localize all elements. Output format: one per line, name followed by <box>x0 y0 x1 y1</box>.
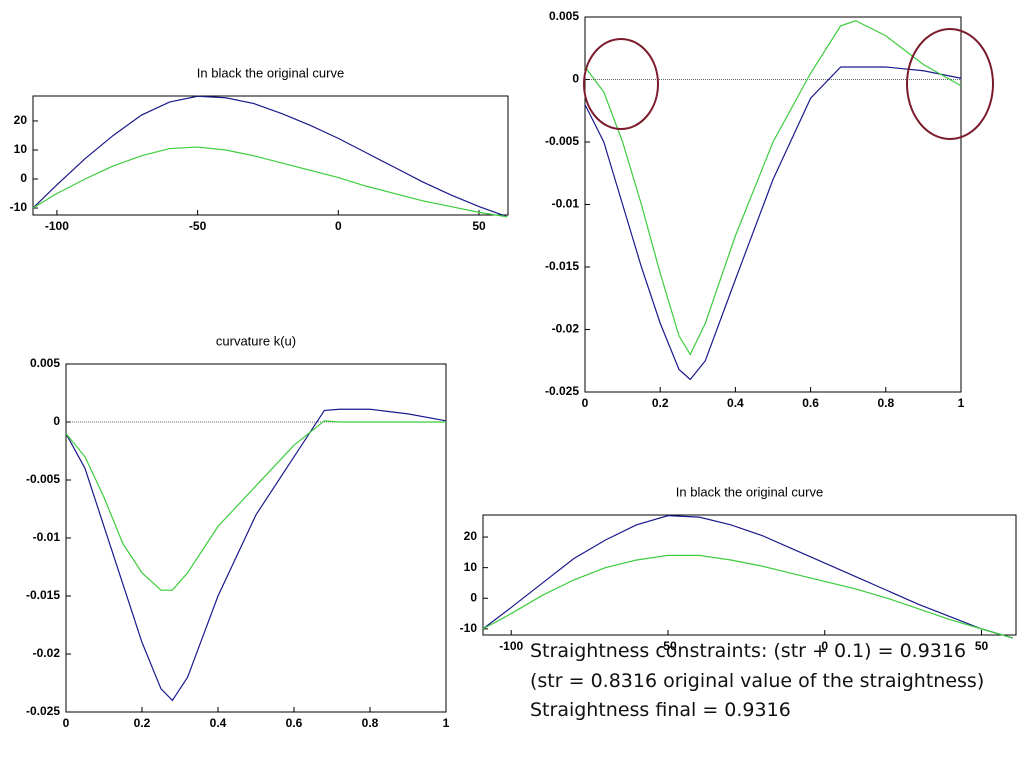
x-tick-label: 50 <box>975 639 989 653</box>
plot-area <box>65 363 447 713</box>
chart-title: curvature k(u) <box>216 333 296 348</box>
y-tick-label: -0.015 <box>545 259 579 273</box>
x-tick-label: 0.2 <box>652 396 669 410</box>
y-tick-label: 10 <box>464 560 478 574</box>
x-tick-label: -100 <box>499 639 523 653</box>
highlight-circle <box>906 28 994 140</box>
x-tick-label: 1 <box>443 716 450 730</box>
x-tick-label: 0.4 <box>727 396 744 410</box>
data-line <box>65 408 447 702</box>
y-tick-label: -0.01 <box>552 197 580 211</box>
y-tick-label: -0.025 <box>26 704 60 718</box>
y-tick-label: -0.01 <box>33 530 61 544</box>
x-tick-label: 0 <box>582 396 589 410</box>
x-tick-label: 0.4 <box>210 716 227 730</box>
y-tick-label: -10 <box>10 200 28 214</box>
plot-area <box>482 514 1017 636</box>
x-tick-label: 0 <box>821 639 828 653</box>
data-line <box>584 66 962 381</box>
x-tick-label: 0 <box>335 219 342 233</box>
x-tick-label: 0.8 <box>877 396 894 410</box>
x-tick-label: -50 <box>659 639 677 653</box>
data-line <box>482 515 1014 639</box>
y-tick-label: 0.005 <box>549 9 579 23</box>
y-tick-label: -0.02 <box>33 646 61 660</box>
x-tick-label: 0.8 <box>362 716 379 730</box>
y-tick-label: -0.005 <box>545 134 579 148</box>
y-tick-label: -0.015 <box>26 588 60 602</box>
x-tick-label: 50 <box>472 219 486 233</box>
y-tick-label: 20 <box>464 529 478 543</box>
y-tick-label: -0.005 <box>26 472 60 486</box>
chart-title: In black the original curve <box>676 484 823 499</box>
x-tick-label: 0.6 <box>802 396 819 410</box>
highlight-circle <box>583 38 659 130</box>
data-line <box>32 146 508 218</box>
y-tick-label: 20 <box>14 113 28 127</box>
y-tick-label: 10 <box>14 142 28 156</box>
data-line <box>584 20 962 356</box>
plot-area <box>32 95 509 216</box>
note: (str = 0.8316 original value of the stra… <box>530 670 985 692</box>
x-tick-label: 0 <box>63 716 70 730</box>
x-tick-label: -100 <box>45 219 69 233</box>
y-tick-label: -0.025 <box>545 384 579 398</box>
y-tick-label: 0 <box>20 171 27 185</box>
note: Straightness constraints: (str + 0.1) = … <box>530 640 967 662</box>
data-line <box>482 554 1014 639</box>
x-tick-label: 0.6 <box>286 716 303 730</box>
y-tick-label: 0 <box>53 414 60 428</box>
note: Straightness final = 0.9316 <box>530 699 791 721</box>
data-line <box>32 95 508 218</box>
y-tick-label: -10 <box>460 621 478 635</box>
y-tick-label: -0.02 <box>552 322 580 336</box>
y-tick-label: 0 <box>470 590 477 604</box>
x-tick-label: -50 <box>189 219 207 233</box>
x-tick-label: 0.2 <box>134 716 151 730</box>
y-tick-label: 0.005 <box>30 356 60 370</box>
y-tick-label: 0 <box>572 72 579 86</box>
x-tick-label: 1 <box>958 396 965 410</box>
data-line <box>65 420 446 591</box>
chart-title: In black the original curve <box>197 65 344 80</box>
